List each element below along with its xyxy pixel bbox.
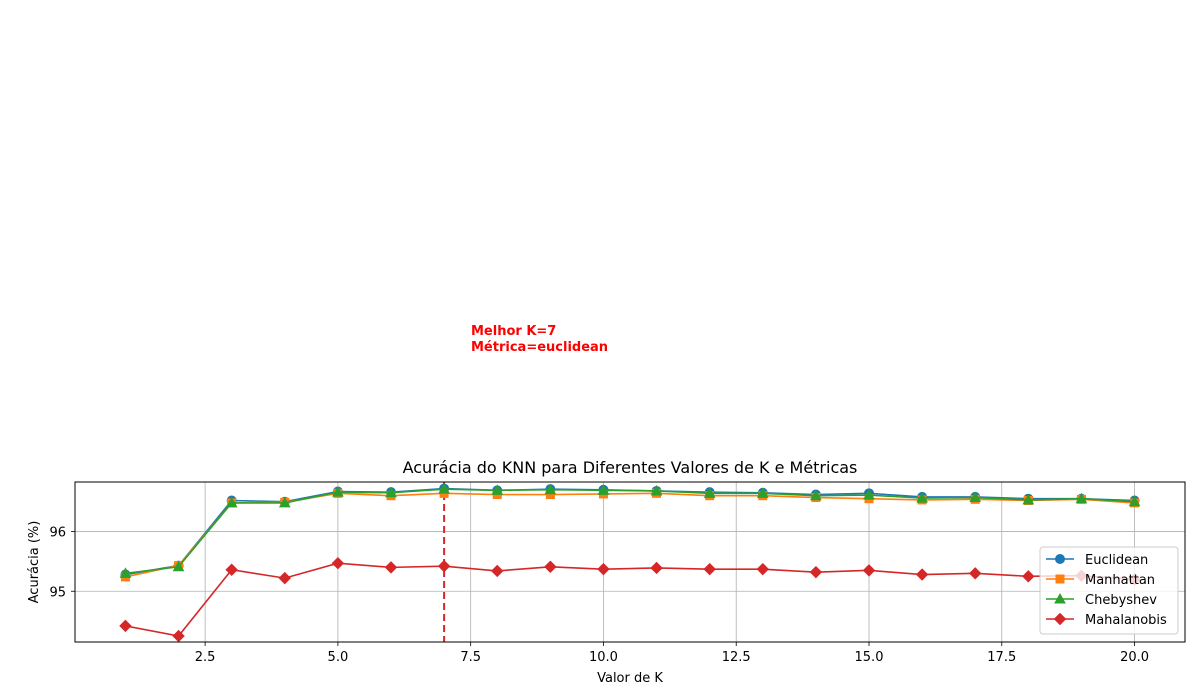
data-point	[491, 484, 504, 495]
data-point	[703, 562, 716, 576]
data-point	[278, 496, 291, 508]
data-point	[916, 492, 928, 503]
legend-item-chebyshev: Chebyshev	[1046, 592, 1157, 608]
legend-marker	[1055, 574, 1065, 584]
x-tick-label: 2.5	[195, 650, 216, 665]
x-tick-label: 10.0	[589, 650, 618, 665]
data-point	[863, 489, 875, 500]
data-point	[225, 563, 238, 576]
legend-marker	[1053, 612, 1067, 626]
data-point	[809, 565, 823, 579]
data-point	[1128, 495, 1141, 507]
data-point	[225, 496, 238, 508]
series-line	[125, 488, 1135, 575]
ticks-layer: 2.5 5.0 7.5 10.0 12.5 15.0 17.5 20.0 95 96	[49, 526, 1149, 665]
series-mahalanobis	[119, 556, 1141, 643]
data-point	[491, 564, 504, 578]
legend-item-manhattan: Manhattan	[1046, 573, 1155, 588]
x-axis-label: Valor de K	[597, 671, 663, 686]
legend-item-mahalanobis: Mahalanobis	[1046, 612, 1167, 628]
y-tick-label: 96	[49, 526, 66, 541]
x-tick-label: 5.0	[328, 650, 349, 665]
x-tick-label: 20.0	[1120, 650, 1149, 665]
legend-label: Chebyshev	[1085, 593, 1157, 608]
legend-label: Euclidean	[1085, 553, 1148, 568]
data-point	[119, 567, 132, 578]
legend-box	[1039, 546, 1179, 635]
data-point	[703, 487, 716, 498]
y-axis-label: Acurácia (%)	[27, 521, 42, 604]
chart-title: Acurácia do KNN para Diferentes Valores …	[403, 458, 858, 477]
data-point	[810, 489, 822, 501]
legend-marker	[1054, 592, 1066, 604]
x-tick-label: 17.5	[987, 650, 1016, 665]
data-point	[544, 483, 557, 495]
data-point	[385, 486, 397, 498]
data-point	[756, 562, 769, 576]
data-point	[544, 560, 557, 573]
data-point	[1075, 492, 1088, 504]
data-point	[438, 483, 450, 494]
annotation-best-metric: Métrica=euclidean	[471, 340, 608, 355]
data-point	[597, 562, 610, 576]
series-chebyshev	[119, 483, 1141, 578]
data-point	[119, 619, 132, 633]
plot-area-frame	[74, 481, 1186, 643]
data-point	[278, 571, 291, 585]
series-layer	[119, 483, 1141, 643]
series-line	[125, 492, 1135, 578]
data-point	[915, 568, 929, 581]
data-point	[969, 567, 982, 580]
data-point	[1022, 570, 1035, 583]
data-point	[1022, 493, 1035, 505]
legend-label: Mahalanobis	[1085, 613, 1167, 628]
data-point	[650, 561, 663, 575]
x-tick-label: 12.5	[722, 650, 751, 665]
data-point	[969, 491, 982, 503]
y-tick-label: 95	[49, 585, 66, 600]
legend-marker	[1055, 554, 1065, 564]
data-point	[331, 556, 345, 570]
data-point	[437, 559, 451, 573]
grid	[75, 482, 1185, 642]
x-tick-label: 15.0	[855, 650, 884, 665]
data-point	[172, 560, 185, 572]
series-line	[125, 562, 1135, 637]
legend-item-euclidean: Euclidean	[1046, 553, 1148, 568]
data-point	[756, 487, 769, 498]
data-point	[332, 486, 344, 497]
data-point	[597, 484, 610, 495]
annotation-best-k: Melhor K=7	[471, 324, 556, 339]
legend-label: Manhattan	[1085, 573, 1155, 588]
data-point	[862, 564, 876, 577]
x-tick-label: 7.5	[460, 650, 481, 665]
data-point	[650, 484, 663, 496]
data-point	[384, 561, 398, 574]
legend: Euclidean Manhattan Chebyshev Mahalanobis	[1039, 546, 1179, 635]
